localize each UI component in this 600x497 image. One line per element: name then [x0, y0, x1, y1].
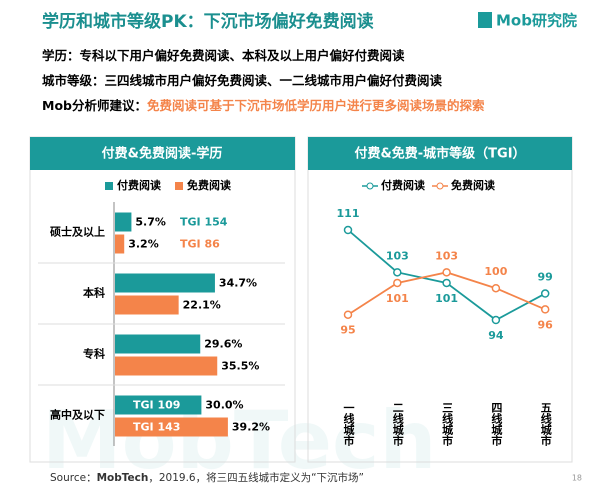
legend-swatch [175, 182, 183, 190]
source-name: MobTech [97, 472, 149, 484]
legend-label: 免费阅读 [187, 178, 231, 192]
marker [491, 315, 501, 325]
legend-label: 付费阅读 [381, 178, 425, 192]
value-label: 101 [435, 292, 458, 305]
category-label: 二线城市 [391, 402, 404, 447]
value-label: 111 [337, 207, 360, 220]
marker [540, 305, 550, 314]
legend-marker [366, 182, 374, 190]
bar [115, 212, 132, 232]
logo: Mob研究院 [496, 12, 577, 30]
bar [115, 273, 215, 293]
bullet: Mob分析师建议：免费阅读可基于下沉市场低学历用户进行更多阅读场景的探索 [42, 98, 485, 113]
marker [393, 278, 402, 288]
category-label: 一线城市 [342, 402, 355, 447]
source: Source：MobTech，2019.6，将三四五线城市定义为“下沉市场” [50, 471, 364, 484]
bar [115, 334, 201, 354]
title: 学历和城市等级PK：下沉市场偏好免费阅读 [42, 11, 374, 32]
tgi-label: TGI 154 [180, 216, 228, 229]
left-header [30, 137, 295, 170]
bullet-label: 学历： [42, 48, 80, 63]
value-label: 35.5% [221, 360, 259, 373]
chart-title: 付费&免费阅读-学历 [102, 146, 223, 162]
marker [343, 310, 353, 319]
marker [442, 278, 451, 288]
value-label: 99 [538, 271, 553, 284]
marker [491, 283, 501, 293]
value-label: 22.1% [183, 299, 221, 312]
category-label: 高中及以下 [50, 408, 105, 422]
bar [115, 234, 125, 254]
bullet-text: 专科以下用户偏好免费阅读、本科及以上用户偏好付费阅读 [80, 48, 406, 63]
tgi-label: TGI 109 [133, 399, 180, 412]
value-label: 3.2% [128, 238, 159, 251]
category-label: 四线城市 [490, 402, 503, 447]
logo-icon [478, 12, 492, 28]
bullet-label: 城市等级： [42, 73, 105, 88]
right-header [308, 137, 572, 170]
category-label: 三线城市 [441, 402, 454, 447]
category-label: 专科 [83, 347, 105, 361]
bar [115, 295, 179, 315]
legend-swatch [105, 182, 113, 190]
value-label: 95 [340, 324, 355, 337]
bullet-label: Mob分析师建议： [42, 98, 147, 113]
legend-marker [436, 182, 444, 190]
value-label: 5.7% [135, 216, 166, 229]
category-label: 五线城市 [539, 402, 552, 447]
category-label: 本科 [83, 286, 105, 300]
page-number: 18 [572, 474, 582, 483]
bullet: 学历：专科以下用户偏好免费阅读、本科及以上用户偏好付费阅读 [42, 48, 405, 63]
value-label: 103 [386, 249, 409, 262]
bar [115, 356, 218, 376]
value-label: 101 [386, 292, 409, 305]
value-label: 94 [488, 329, 504, 342]
value-label: 29.6% [204, 338, 242, 351]
value-label: 30.0% [205, 399, 243, 412]
value-label: 96 [538, 318, 554, 331]
bullet: 城市等级：三四线城市用户偏好免费阅读、一二线城市用户偏好付费阅读 [42, 73, 443, 88]
legend-label: 付费阅读 [117, 178, 161, 192]
legend-label: 免费阅读 [451, 178, 495, 192]
bullet-text: 免费阅读可基于下沉市场低学历用户进行更多阅读场景的探索 [147, 98, 485, 113]
bar [115, 417, 228, 437]
tgi-label: TGI 86 [180, 238, 220, 251]
marker [540, 289, 550, 298]
source-label: Source： [50, 472, 97, 484]
value-label: 34.7% [219, 277, 257, 290]
tgi-label: TGI 143 [133, 421, 180, 434]
value-label: 39.2% [232, 421, 270, 434]
watermark: MobTech [42, 394, 436, 487]
bar [115, 395, 202, 415]
source-text: ，2019.6，将三四五线城市定义为“下沉市场” [148, 471, 364, 484]
marker [442, 268, 451, 277]
value-label: 100 [484, 265, 507, 278]
category-label: 硕士及以上 [50, 225, 105, 239]
value-label: 103 [435, 249, 458, 262]
marker [393, 268, 402, 277]
bullet-text: 三四线城市用户偏好免费阅读、一二线城市用户偏好付费阅读 [105, 73, 443, 88]
marker [343, 225, 353, 235]
chart-title: 付费&免费-城市等级（TGI） [354, 146, 525, 162]
